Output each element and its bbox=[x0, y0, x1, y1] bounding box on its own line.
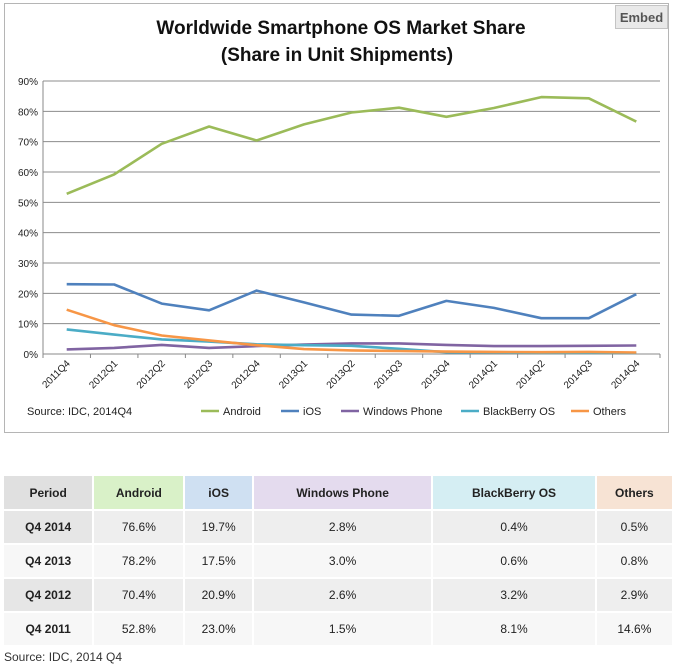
table-header-row: Period Android iOS Windows Phone BlackBerry … bbox=[4, 476, 675, 510]
y-tick-label: 80% bbox=[18, 107, 38, 118]
legend-label-others: Others bbox=[593, 406, 627, 418]
y-tick-label: 20% bbox=[18, 289, 38, 300]
value-cell: 0.6% bbox=[432, 543, 597, 578]
y-tick-label: 40% bbox=[18, 229, 38, 240]
value-cell: 0.5% bbox=[595, 509, 675, 544]
value-cell: 2.9% bbox=[595, 577, 675, 612]
column-header: BlackBerry OS bbox=[432, 476, 597, 510]
y-tick-label: 10% bbox=[18, 320, 38, 331]
value-cell: 3.2% bbox=[432, 577, 597, 612]
value-cell: 0.8% bbox=[595, 543, 675, 578]
x-tick-label: 2011Q4 bbox=[40, 358, 73, 391]
legend-label-android: Android bbox=[223, 406, 261, 418]
chart-source: Source: IDC, 2014Q4 bbox=[27, 406, 132, 418]
y-tick-label: 60% bbox=[18, 168, 38, 179]
y-tick-label: 0% bbox=[24, 350, 39, 361]
value-cell: 1.5% bbox=[252, 611, 434, 645]
x-tick-label: 2013Q4 bbox=[420, 358, 453, 391]
chart-subtitle: (Share in Unit Shipments) bbox=[221, 45, 453, 66]
x-tick-label: 2013Q1 bbox=[277, 358, 310, 391]
series-line-android bbox=[66, 95, 637, 196]
table-row: Q4 2011 52.8% 23.0% 1.5% 8.1% 14.6% bbox=[4, 611, 675, 645]
value-cell: 76.6% bbox=[93, 509, 186, 544]
x-tick-label: 2012Q2 bbox=[135, 358, 168, 391]
column-header: Period bbox=[4, 476, 95, 510]
period-cell: Q4 2013 bbox=[4, 543, 95, 578]
x-tick-label: 2013Q3 bbox=[372, 358, 405, 391]
value-cell: 2.8% bbox=[252, 509, 434, 544]
chart-title: Worldwide Smartphone OS Market Share bbox=[156, 18, 525, 39]
value-cell: 17.5% bbox=[184, 543, 254, 578]
line-chart: Worldwide Smartphone OS Market Share (Sh… bbox=[18, 18, 661, 418]
table-row: Q4 2012 70.4% 20.9% 2.6% 3.2% 2.9% bbox=[4, 577, 675, 612]
period-cell: Q4 2014 bbox=[4, 509, 95, 544]
market-share-table: Period Android iOS Windows Phone BlackBerry … bbox=[4, 476, 675, 645]
x-tick-label: 2013Q2 bbox=[325, 358, 358, 391]
y-tick-label: 50% bbox=[18, 198, 38, 209]
x-tick-label: 2012Q4 bbox=[230, 358, 263, 391]
value-cell: 8.1% bbox=[432, 611, 597, 645]
y-tick-label: 30% bbox=[18, 259, 38, 270]
series-line-windows-phone bbox=[66, 342, 637, 351]
legend-label-blackberry-os: BlackBerry OS bbox=[483, 406, 555, 418]
legend-label-ios: iOS bbox=[303, 406, 321, 418]
x-tick-label: 2014Q3 bbox=[562, 358, 595, 391]
x-tick-label: 2014Q2 bbox=[515, 358, 548, 391]
value-cell: 3.0% bbox=[252, 543, 434, 578]
series-line-ios bbox=[66, 282, 637, 320]
legend-label-windows-phone: Windows Phone bbox=[363, 406, 443, 418]
value-cell: 14.6% bbox=[595, 611, 675, 645]
table-row: Q4 2014 76.6% 19.7% 2.8% 0.4% 0.5% bbox=[4, 509, 675, 544]
column-header: iOS bbox=[184, 476, 254, 510]
table-source-note: Source: IDC, 2014 Q4 bbox=[4, 650, 123, 664]
x-tick-label: 2012Q1 bbox=[87, 358, 120, 391]
period-cell: Q4 2011 bbox=[4, 611, 95, 645]
table-row: Q4 2013 78.2% 17.5% 3.0% 0.6% 0.8% bbox=[4, 543, 675, 578]
value-cell: 19.7% bbox=[184, 509, 254, 544]
value-cell: 2.6% bbox=[252, 577, 434, 612]
value-cell: 23.0% bbox=[184, 611, 254, 645]
column-header: Android bbox=[93, 476, 186, 510]
x-tick-label: 2014Q4 bbox=[609, 358, 642, 391]
period-cell: Q4 2012 bbox=[4, 577, 95, 612]
x-tick-label: 2014Q1 bbox=[467, 358, 500, 391]
value-cell: 20.9% bbox=[184, 577, 254, 612]
y-tick-label: 90% bbox=[18, 77, 38, 88]
embed-button[interactable]: Embed bbox=[615, 5, 668, 29]
value-cell: 52.8% bbox=[93, 611, 186, 645]
series-line-others bbox=[66, 308, 637, 354]
column-header: Others bbox=[595, 476, 675, 510]
column-header: Windows Phone bbox=[252, 476, 434, 510]
y-tick-label: 70% bbox=[18, 138, 38, 149]
value-cell: 0.4% bbox=[432, 509, 597, 544]
value-cell: 70.4% bbox=[93, 577, 186, 612]
chart-frame: Worldwide Smartphone OS Market Share (Sh… bbox=[4, 3, 669, 433]
x-tick-label: 2012Q3 bbox=[182, 358, 215, 391]
value-cell: 78.2% bbox=[93, 543, 186, 578]
